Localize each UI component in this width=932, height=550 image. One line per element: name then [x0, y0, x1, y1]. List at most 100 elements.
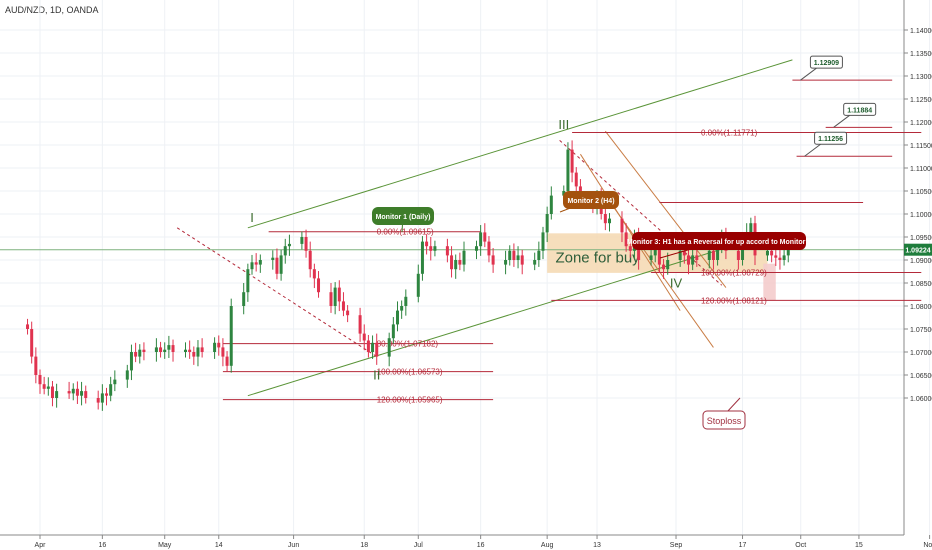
fib-label: 0.00%(1.09615)	[377, 228, 434, 237]
wave-label-II: II	[373, 368, 380, 383]
candle-body	[67, 391, 71, 394]
candle-body	[80, 391, 84, 396]
candle-body	[749, 223, 753, 233]
candle-body	[84, 391, 88, 398]
y-tick-label: 1.06000	[910, 396, 932, 403]
candle-body	[229, 306, 233, 366]
y-tick-label: 1.11000	[910, 166, 932, 173]
candle-body	[283, 246, 287, 256]
x-tick-label: 16	[477, 542, 485, 549]
y-tick-label: 1.08000	[910, 304, 932, 311]
candle-body	[549, 195, 553, 214]
candle-body	[317, 278, 321, 293]
candle-body	[770, 250, 774, 256]
candle-body	[662, 264, 666, 270]
candle-body	[138, 349, 142, 357]
candle-body	[682, 250, 686, 256]
candle-body	[628, 246, 632, 251]
candle-body	[341, 301, 345, 311]
candle-body	[346, 310, 350, 316]
candle-body	[416, 273, 420, 297]
y-tick-label: 1.09000	[910, 258, 932, 265]
stoploss-label: Stoploss	[707, 416, 742, 426]
candle-body	[105, 393, 109, 396]
x-tick-label: 17	[739, 542, 747, 549]
target-pointer	[804, 143, 821, 157]
candle-body	[479, 232, 483, 247]
candle-body	[657, 246, 661, 265]
fib-label: 100.00%(1.06573)	[377, 368, 443, 377]
candle-body	[716, 246, 720, 260]
candle-body	[96, 398, 100, 403]
candle-body	[391, 324, 395, 339]
candle-body	[512, 250, 516, 260]
monitor2-label: Monitor 2 (H4)	[567, 198, 614, 205]
fib-label: 0.00%(1.11771)	[701, 129, 758, 138]
candle-body	[537, 250, 541, 260]
candle-body	[396, 310, 400, 325]
candle-body	[213, 342, 217, 352]
candle-body	[246, 269, 250, 293]
x-tick-label: 13	[593, 542, 601, 549]
target-pointer	[800, 67, 817, 81]
candle-body	[649, 255, 653, 260]
x-tick-label: Oct	[795, 542, 806, 549]
candle-body	[358, 315, 362, 334]
y-tick-label: 1.07000	[910, 350, 932, 357]
candle-body	[400, 306, 404, 311]
candle-body	[34, 356, 38, 375]
buy-zone-label: Zone for buy	[555, 249, 640, 266]
x-tick-label: Sep	[670, 542, 683, 549]
candle-body	[404, 296, 408, 306]
candle-body	[271, 257, 275, 260]
current-price-label: 1.09224	[905, 248, 930, 255]
candle-body	[333, 287, 337, 306]
candle-body	[183, 349, 187, 352]
y-tick-label: 1.11500	[910, 143, 932, 150]
wave-dash-1	[176, 227, 377, 358]
candle-body	[125, 370, 129, 380]
y-tick-label: 1.13500	[910, 51, 932, 58]
candle-body	[109, 384, 113, 396]
stoploss-pointer	[726, 397, 741, 413]
candle-body	[450, 255, 454, 270]
candle-body	[491, 255, 495, 265]
candle-body	[46, 386, 50, 389]
y-tick-label: 1.13000	[910, 74, 932, 81]
candle-body	[312, 269, 316, 279]
target-pointer	[833, 114, 850, 128]
candle-body	[308, 250, 312, 270]
candle-body	[250, 262, 254, 270]
monitor1-label: Monitor 1 (Daily)	[376, 214, 431, 221]
candle-body	[362, 333, 366, 341]
y-tick-label: 1.10500	[910, 189, 932, 196]
current-price-tag	[904, 243, 932, 256]
candle-body	[113, 379, 117, 385]
candle-body	[736, 250, 740, 260]
candle-body	[129, 352, 133, 371]
wave-label-IV: IV	[670, 276, 683, 291]
y-tick-label: 1.06500	[910, 373, 932, 380]
candle-body	[545, 214, 549, 233]
wave-label-III: III	[558, 117, 569, 132]
candle-body	[329, 292, 333, 306]
candle-body	[371, 342, 375, 352]
candle-body	[483, 232, 487, 242]
monitor2-box	[563, 191, 619, 209]
y-tick-label: 1.10000	[910, 212, 932, 219]
candle-body	[570, 149, 574, 173]
candle-body	[30, 329, 34, 357]
monitor3-label: Monitor 3: H1 has a Reversal for up acco…	[627, 239, 811, 246]
chart-title: AUD/NZD, 1D, OANDA	[5, 5, 99, 15]
candle-body	[188, 349, 192, 352]
target-tag	[843, 102, 877, 116]
candle-body	[678, 250, 682, 260]
x-tick-label: 15	[855, 542, 863, 549]
target-tag	[814, 131, 848, 145]
candle-body	[26, 324, 30, 329]
y-tick-label: 1.12000	[910, 120, 932, 127]
fib-label: 100.00%(1.08729)	[701, 268, 767, 277]
candle-body	[695, 255, 699, 260]
candle-body	[420, 241, 424, 274]
